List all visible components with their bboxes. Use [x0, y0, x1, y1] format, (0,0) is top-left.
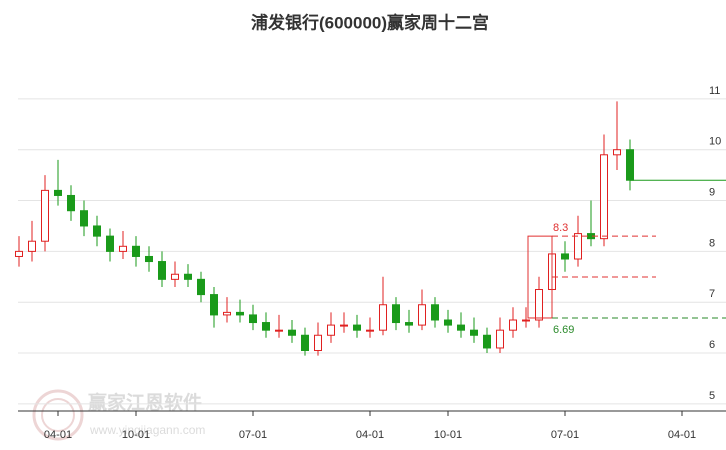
- candle-body: [28, 240, 36, 252]
- watermark-url: www.yingjiagann.com: [89, 423, 205, 437]
- candle-body: [288, 329, 296, 336]
- watermark-logo: [41, 398, 75, 432]
- candle-body: [496, 329, 504, 349]
- candle-body: [574, 233, 582, 260]
- candle-body: [67, 194, 75, 212]
- candle-body: [353, 324, 361, 331]
- y-tick-label: 11: [709, 85, 720, 97]
- x-tick-label: 04-01: [356, 429, 384, 441]
- candle-body: [158, 261, 166, 280]
- x-tick-label: 07-01: [239, 429, 267, 441]
- candle-body: [15, 250, 23, 257]
- candle-body: [236, 311, 244, 316]
- watermark: 赢家江恩软件 www.yingjiagann.com: [32, 389, 205, 441]
- candle-body: [418, 304, 426, 326]
- candle-body: [613, 149, 621, 156]
- candle-body: [301, 334, 309, 352]
- x-tick-label: 07-01: [551, 429, 579, 441]
- candle-body: [600, 154, 608, 240]
- candle-body: [106, 235, 114, 252]
- candle-body: [119, 245, 127, 252]
- candle-body: [431, 304, 439, 321]
- candle-body: [327, 324, 335, 336]
- candle-body: [275, 329, 283, 332]
- x-tick-label: 10-01: [434, 429, 462, 441]
- y-tick-label: 10: [709, 136, 721, 148]
- candle-body: [366, 329, 374, 332]
- candle-body: [54, 189, 62, 196]
- candle-body: [132, 245, 140, 257]
- candle-body: [314, 334, 322, 352]
- candle-body: [379, 304, 387, 331]
- level-label: 8.3: [553, 222, 568, 234]
- x-tick-label: 04-01: [44, 429, 72, 441]
- candle-body: [93, 225, 101, 237]
- candle-body: [210, 294, 218, 316]
- y-tick-label: 8: [709, 237, 715, 249]
- y-tick-label: 5: [709, 390, 715, 402]
- candle-body: [262, 322, 270, 331]
- candle-body: [470, 329, 478, 336]
- candle-body: [184, 273, 192, 280]
- x-tick-label: 04-01: [668, 429, 696, 441]
- x-tick-label: 10-01: [122, 429, 150, 441]
- chart-title: 浦发银行(600000)赢家周十二宫: [251, 12, 489, 32]
- y-tick-label: 7: [709, 288, 715, 300]
- candle-body: [223, 311, 231, 316]
- level-label: 6.69: [553, 324, 574, 336]
- candle-body: [457, 324, 465, 331]
- candle-body: [249, 314, 257, 324]
- candle-body: [340, 324, 348, 327]
- candle-body: [483, 334, 491, 349]
- candle-body: [522, 319, 530, 322]
- candle-body: [535, 289, 543, 321]
- candle-body: [197, 278, 205, 296]
- y-tick-label: 9: [709, 186, 715, 198]
- candle-body: [405, 322, 413, 326]
- candle-body: [509, 319, 517, 331]
- watermark-text: 赢家江恩软件: [88, 391, 202, 414]
- candle-body: [444, 319, 452, 326]
- candle-body: [145, 255, 153, 263]
- watermark-logo: [32, 389, 84, 441]
- candle-body: [626, 149, 634, 181]
- candle-body: [561, 253, 569, 260]
- y-tick-label: 6: [709, 339, 715, 351]
- candle-body: [41, 189, 49, 242]
- candle-body: [80, 210, 88, 227]
- candle-body: [171, 273, 179, 280]
- candle-body: [392, 304, 400, 324]
